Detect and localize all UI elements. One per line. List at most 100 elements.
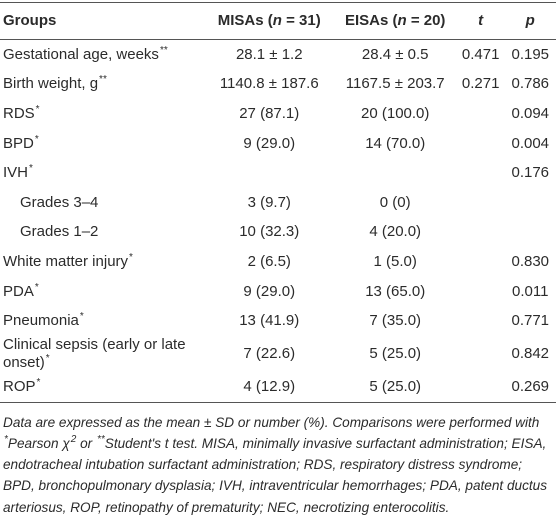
cell: 9 (29.0)	[243, 134, 296, 152]
text-segment: Pneumonia	[3, 312, 79, 330]
cell	[334, 158, 457, 188]
text-segment: RDS	[3, 104, 35, 122]
cell: 1167.5 ± 203.7	[345, 75, 445, 93]
cell	[505, 188, 556, 218]
text-segment: Grades 3–4	[20, 193, 99, 211]
cell: 9 (29.0)	[243, 282, 296, 300]
header-cell: t	[457, 3, 505, 40]
text-segment: t	[478, 12, 484, 29]
cell: 1 (5.0)	[373, 252, 417, 270]
cell: 0.771	[511, 312, 550, 330]
text-segment: Birth weight, g	[3, 75, 99, 93]
cell	[205, 158, 334, 188]
table-row: White matter injury* 2 (6.5) 1 (5.0) 0.830	[0, 247, 556, 277]
cell: 0.830	[511, 252, 550, 270]
text-segment: PDA	[3, 282, 34, 300]
table-row: Grades 1–2 10 (32.3) 4 (20.0)	[0, 218, 556, 248]
cell: 5 (25.0)	[369, 344, 422, 362]
text-segment: ROP	[3, 377, 36, 395]
cell: 0 (0)	[379, 193, 411, 211]
superscript: 2	[70, 434, 77, 446]
table-row: RDS* 27 (87.1) 20 (100.0) 0.094	[0, 99, 556, 129]
cell: 0.269	[511, 377, 550, 395]
cell	[457, 247, 505, 277]
superscript: *	[34, 281, 39, 293]
text-segment: n	[272, 12, 282, 29]
row-label: Gestational age, weeks**	[0, 40, 205, 70]
cell	[457, 158, 505, 188]
row-label: BPD*	[0, 129, 205, 159]
text-segment: = 31)	[281, 12, 321, 29]
table-body: Gestational age, weeks** 28.1 ± 1.2 28.4 ±…	[0, 40, 556, 403]
superscript: **	[96, 434, 105, 446]
cell	[457, 129, 505, 159]
cell: 28.1 ± 1.2	[235, 45, 303, 63]
cell	[457, 372, 505, 402]
text-segment: Clinical sepsis (early or late onset)	[3, 335, 186, 371]
cell: 14 (70.0)	[365, 134, 426, 152]
superscript: *	[4, 434, 8, 446]
row-label: RDS*	[0, 99, 205, 129]
cell	[457, 99, 505, 129]
table-row: BPD* 9 (29.0) 14 (70.0) 0.004	[0, 129, 556, 159]
text-segment: IVH	[3, 164, 29, 182]
text-segment: White matter injury	[3, 252, 129, 270]
text-segment: MISAs (	[217, 12, 273, 29]
table-row: Birth weight, g** 1140.8 ± 187.6 1167.5 ± …	[0, 70, 556, 100]
cell: 13 (65.0)	[365, 282, 426, 300]
text-segment: Groups	[3, 12, 57, 29]
cell: 13 (41.9)	[239, 312, 300, 330]
text-segment: n	[397, 12, 407, 29]
text-segment: Pearson χ	[7, 435, 70, 451]
superscript: *	[129, 251, 133, 263]
cell	[457, 218, 505, 248]
superscript: **	[159, 44, 168, 56]
cell: 10 (32.3)	[239, 223, 300, 241]
row-label: White matter injury*	[0, 247, 205, 277]
superscript: *	[36, 376, 41, 388]
data-table: Groups MISAs (n = 31) EISAs (n = 20) t p Ges…	[0, 2, 556, 403]
row-label: ROP*	[0, 372, 205, 402]
table-row: Pneumonia* 13 (41.9) 7 (35.0) 0.771	[0, 306, 556, 336]
text-segment: EISAs (	[344, 12, 398, 29]
footnote: Data are expressed as the mean ± SD or n…	[0, 403, 556, 518]
cell: 0.176	[511, 164, 550, 182]
cell	[505, 218, 556, 248]
superscript: *	[29, 163, 33, 175]
header-cell: MISAs (n = 31)	[205, 3, 334, 40]
row-label: Grades 3–4	[0, 188, 205, 218]
table-row: PDA* 9 (29.0) 13 (65.0) 0.011	[0, 277, 556, 307]
cell: 0.011	[512, 282, 549, 300]
header-cell: p	[505, 3, 556, 40]
cell: 0.195	[511, 45, 550, 63]
cell: 5 (25.0)	[369, 377, 422, 395]
cell: 7 (22.6)	[243, 344, 296, 362]
row-label: Pneumonia*	[0, 306, 205, 336]
table-row: ROP* 4 (12.9) 5 (25.0) 0.269	[0, 372, 556, 403]
cell	[457, 188, 505, 218]
header-cell: Groups	[0, 3, 205, 40]
table-header: Groups MISAs (n = 31) EISAs (n = 20) t p	[0, 2, 556, 40]
text-segment: BPD	[3, 134, 34, 152]
table-row: Clinical sepsis (early or late onset)* 7 …	[0, 336, 556, 372]
cell: 0.094	[511, 104, 550, 122]
cell	[457, 336, 505, 372]
cell: 2 (6.5)	[247, 252, 291, 270]
table-row: IVH* 0.176	[0, 158, 556, 188]
text-segment: Data are expressed as the mean ± SD or n…	[3, 414, 540, 430]
table-row: Gestational age, weeks** 28.1 ± 1.2 28.4 ±…	[0, 40, 556, 70]
header-row: Groups MISAs (n = 31) EISAs (n = 20) t p	[0, 2, 556, 40]
superscript: **	[99, 74, 107, 86]
superscript: *	[35, 103, 40, 115]
row-label: Clinical sepsis (early or late onset)*	[0, 336, 205, 372]
cell	[457, 277, 505, 307]
cell: 3 (9.7)	[247, 193, 291, 211]
cell: 7 (35.0)	[369, 312, 422, 330]
text-segment: Gestational age, weeks	[3, 45, 159, 63]
cell: 4 (20.0)	[369, 223, 422, 241]
cell: 0.471	[461, 45, 500, 63]
superscript: *	[34, 133, 39, 145]
row-label: Grades 1–2	[0, 218, 205, 248]
row-label: Birth weight, g**	[0, 70, 205, 100]
cell: 0.004	[511, 134, 550, 152]
